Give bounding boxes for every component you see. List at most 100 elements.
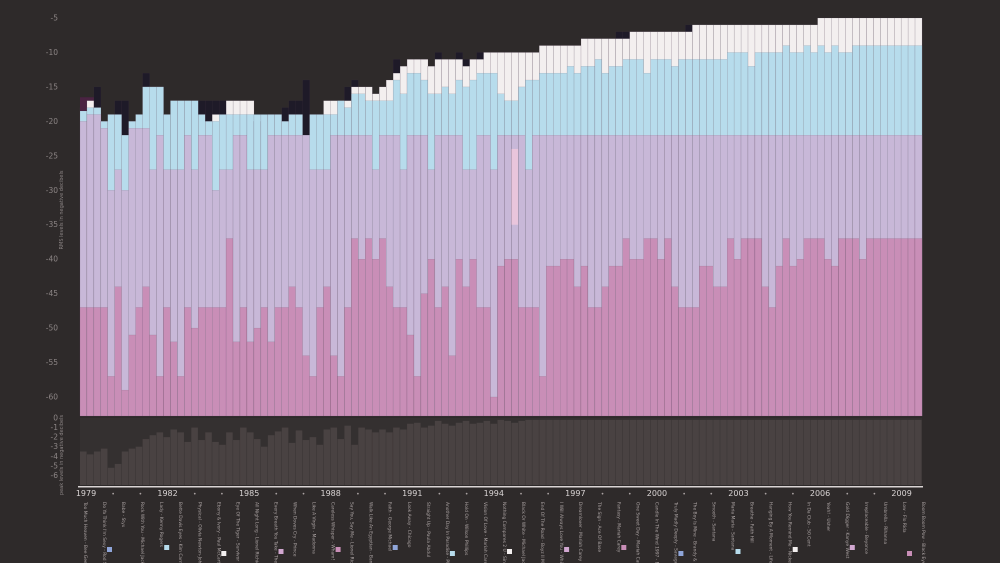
peak-bar xyxy=(901,419,908,485)
year-dot: • xyxy=(438,491,442,498)
peak-bar xyxy=(163,437,171,485)
bar-pink xyxy=(845,238,853,417)
song-label: Black Or White - Michael Jackson xyxy=(520,502,526,563)
song-label: Walk Like An Egyptian - Bangles xyxy=(368,502,374,563)
song-label: The Sign - Ace Of Base xyxy=(596,501,602,552)
peak-bar xyxy=(754,419,762,485)
year-dot: • xyxy=(139,491,143,498)
bar-pink xyxy=(246,341,255,417)
bar-lavender xyxy=(156,134,164,417)
bar-pink xyxy=(476,307,484,417)
peak-bar xyxy=(316,444,324,485)
bar-pink xyxy=(622,238,630,417)
song-marker xyxy=(164,545,170,550)
bar-pink xyxy=(274,307,282,417)
bar-pink xyxy=(504,259,512,417)
peak-bar xyxy=(587,419,595,485)
bar-pink xyxy=(212,307,220,417)
peak-bars xyxy=(80,418,922,485)
peak-bar xyxy=(887,419,894,485)
peak-bar xyxy=(267,435,275,485)
peak-bar xyxy=(260,446,268,485)
bar-pink xyxy=(546,265,554,417)
peak-bar xyxy=(351,444,358,485)
peak-bar xyxy=(671,419,679,485)
song-label: Dreamlover - Mariah Carey xyxy=(577,502,583,562)
y2-tick-labels: 0-1-2-3-4-5-6 xyxy=(51,414,59,480)
bar-pink xyxy=(441,286,450,417)
peak-bar xyxy=(678,419,686,485)
peak-bar xyxy=(420,427,428,485)
y-tick-labels: -5 -10 -15 -20 -25 -30 -35 -40 -45 -50 -55 -60 xyxy=(46,14,58,402)
peak-bar xyxy=(170,429,178,485)
year-dot: • xyxy=(682,491,686,498)
y-tick-label: -25 xyxy=(46,151,58,160)
song-label: Look Away - Chicago xyxy=(406,502,412,548)
bar-pink xyxy=(643,238,651,417)
bar-pink xyxy=(900,238,909,417)
bar-pink xyxy=(225,238,234,417)
bar-pink xyxy=(288,286,296,417)
bar-pink xyxy=(601,286,610,417)
bar-pink xyxy=(657,259,665,417)
song-marker xyxy=(621,545,627,550)
bar-pink xyxy=(490,396,498,417)
bar-pink xyxy=(894,238,902,417)
peak-bar xyxy=(142,439,150,485)
bar-pink xyxy=(608,265,617,417)
song-label: How You Remind Me - Nickelback xyxy=(787,502,793,563)
bar-pink xyxy=(358,259,366,417)
peak-bar xyxy=(358,427,365,485)
bar-pink xyxy=(295,307,303,417)
peak-bar xyxy=(240,427,247,485)
bar-pink xyxy=(337,376,345,417)
song-label: Fantasy - Mariah Carey xyxy=(615,502,621,553)
peak-bar xyxy=(581,419,588,485)
year-dot: • xyxy=(791,491,795,498)
bar-pink xyxy=(86,307,95,417)
song-label: I Will Always Love You - Whitney Houston xyxy=(558,502,564,563)
song-label: In Da Club - 50 Cent xyxy=(806,502,812,547)
bar-pink xyxy=(525,307,533,417)
song-label: Vision Of Love - Mariah Carey xyxy=(482,502,488,563)
peak-bar xyxy=(386,432,393,485)
peak-bar xyxy=(713,419,720,485)
bar-pink xyxy=(560,259,568,417)
peak-bar xyxy=(149,435,157,485)
bar-pink xyxy=(553,265,561,417)
bar-pink xyxy=(205,307,213,417)
bar-pink xyxy=(330,355,338,417)
peak-bar xyxy=(622,419,630,485)
year-dot: • xyxy=(628,491,632,498)
song-label: Boom Boom Pow - Black Eyed Peas xyxy=(920,502,926,563)
peak-bar xyxy=(567,419,574,485)
peak-bar xyxy=(768,419,776,485)
year-labels: 1979 • • 1982 • • 1985 • • 1988 • • 1991 • • 1994 • • 1997… xyxy=(76,489,912,498)
song-marker xyxy=(735,549,741,554)
bar-pink xyxy=(580,265,589,417)
song-marker xyxy=(564,547,570,552)
peak-bar xyxy=(198,440,205,485)
y-tick-label: -50 xyxy=(46,324,58,333)
peak-bar xyxy=(699,419,706,485)
song-label: Careless Whisper - Wham! xyxy=(330,502,336,560)
song-label: The Boy Is Mine - Brandy & Monica xyxy=(692,501,698,563)
bar-pink xyxy=(706,265,714,417)
bar-pink xyxy=(386,286,394,417)
year-label: 2006 xyxy=(810,489,830,498)
song-label: Smooth - Santana xyxy=(711,502,717,542)
bar-pink xyxy=(365,238,373,417)
bar-pink xyxy=(170,341,178,417)
bar-pink xyxy=(636,259,644,417)
peak-bar xyxy=(574,419,581,485)
bar-pink xyxy=(135,307,143,417)
peak-bar xyxy=(782,419,790,485)
bar-pink xyxy=(469,259,477,417)
song-marker xyxy=(507,549,512,554)
song-label: Ebony & Ivory - Paul McCartney xyxy=(215,502,221,563)
peak-bar xyxy=(281,427,289,485)
year-label: 1994 xyxy=(484,489,504,498)
song-label: All Night Long - Lionel Richie xyxy=(253,502,259,563)
y2-tick-label: -6 xyxy=(51,471,59,480)
peak-bar xyxy=(107,467,115,485)
